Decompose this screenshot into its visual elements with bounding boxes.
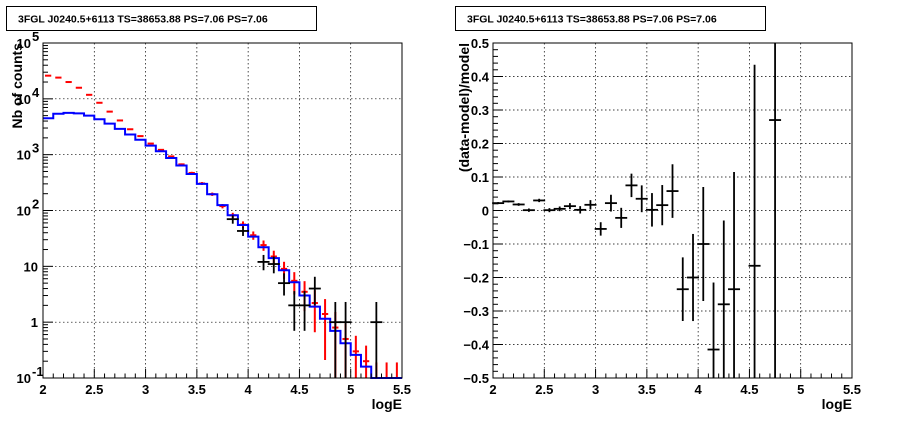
counts-x-tick-label: 2 bbox=[39, 382, 46, 397]
residual-data bbox=[492, 43, 782, 378]
counts-x-tick-label: 4 bbox=[245, 382, 253, 397]
residual-y-tick-label: 0.5 bbox=[471, 36, 489, 51]
counts-y-tick-label: 10 bbox=[17, 148, 31, 163]
counts-grid bbox=[43, 43, 402, 378]
counts-title-box bbox=[6, 6, 317, 31]
residual-x-tick-label: 2 bbox=[489, 382, 496, 397]
counts-y-tick-exponent: 2 bbox=[32, 197, 39, 212]
counts-y-tick-label: 10 bbox=[17, 371, 31, 386]
counts-x-tick-label: 3.5 bbox=[188, 382, 206, 397]
counts-x-axis-label: logE bbox=[372, 396, 402, 412]
counts-x-tick-label: 2.5 bbox=[85, 382, 103, 397]
counts-panel: 3FGL J0240.5+6113 TS=38653.88 PS=7.06 PS… bbox=[6, 6, 412, 412]
residual-x-tick-label: 5 bbox=[797, 382, 804, 397]
counts-y-axis-label: Nb of counts bbox=[9, 43, 25, 129]
counts-y-tick-exponent: 5 bbox=[32, 29, 39, 44]
residual-y-tick-label: −0.1 bbox=[463, 237, 489, 252]
residual-y-tick-label: −0.4 bbox=[463, 338, 489, 353]
residual-y-tick-label: −0.2 bbox=[463, 271, 489, 286]
residual-x-tick-label: 4 bbox=[695, 382, 703, 397]
residual-y-tick-label: 0 bbox=[482, 204, 489, 219]
counts-x-tick-label: 3 bbox=[142, 382, 149, 397]
residual-y-tick-label: 0.2 bbox=[471, 137, 489, 152]
residual-panel: 3FGL J0240.5+6113 TS=38653.88 PS=7.06 PS… bbox=[455, 6, 861, 412]
residual-y-axis-label: (data-model)/model bbox=[456, 43, 472, 172]
residual-x-tick-label: 4.5 bbox=[740, 382, 758, 397]
counts-y-tick-label: 10 bbox=[17, 36, 31, 51]
counts-y-tick-exponent: 4 bbox=[32, 85, 40, 100]
residual-y-tick-label: −0.5 bbox=[463, 371, 489, 386]
residual-x-tick-label: 3.5 bbox=[638, 382, 656, 397]
residual-x-tick-label: 5.5 bbox=[843, 382, 861, 397]
residual-y-tick-label: 0.4 bbox=[471, 70, 490, 85]
counts-x-tick-label: 5 bbox=[347, 382, 354, 397]
residual-x-tick-label: 3 bbox=[592, 382, 599, 397]
residual-title-box bbox=[455, 6, 766, 31]
counts-x-tick-label: 4.5 bbox=[290, 382, 308, 397]
residual-x-axis-label: logE bbox=[822, 396, 852, 412]
residual-y-tick-label: 0.1 bbox=[471, 170, 489, 185]
counts-y-tick-label: 1 bbox=[31, 315, 38, 330]
counts-title: 3FGL J0240.5+6113 TS=38653.88 PS=7.06 PS… bbox=[18, 14, 268, 26]
residual-y-tick-label: −0.3 bbox=[463, 304, 489, 319]
counts-y-tick-exponent: -1 bbox=[32, 364, 44, 379]
residual-x-tick-label: 2.5 bbox=[535, 382, 553, 397]
counts-y-tick-label: 10 bbox=[24, 259, 38, 274]
counts-y-tick-label: 10 bbox=[17, 92, 31, 107]
residual-axis-ticks: 2 2.5 3 3.5 4 4.5 5 5.5 −0.5 −0.4 −0.3 −0.2 −0.1 0 0.1… bbox=[463, 36, 861, 397]
residual-title: 3FGL J0240.5+6113 TS=38653.88 PS=7.06 PS… bbox=[467, 14, 717, 26]
fit-histogram-line bbox=[43, 111, 402, 379]
residual-y-tick-label: 0.3 bbox=[471, 103, 489, 118]
counts-x-tick-label: 5.5 bbox=[393, 382, 411, 397]
counts-y-tick-label: 10 bbox=[17, 204, 31, 219]
counts-data bbox=[43, 74, 402, 379]
counts-y-tick-exponent: 3 bbox=[32, 141, 39, 156]
